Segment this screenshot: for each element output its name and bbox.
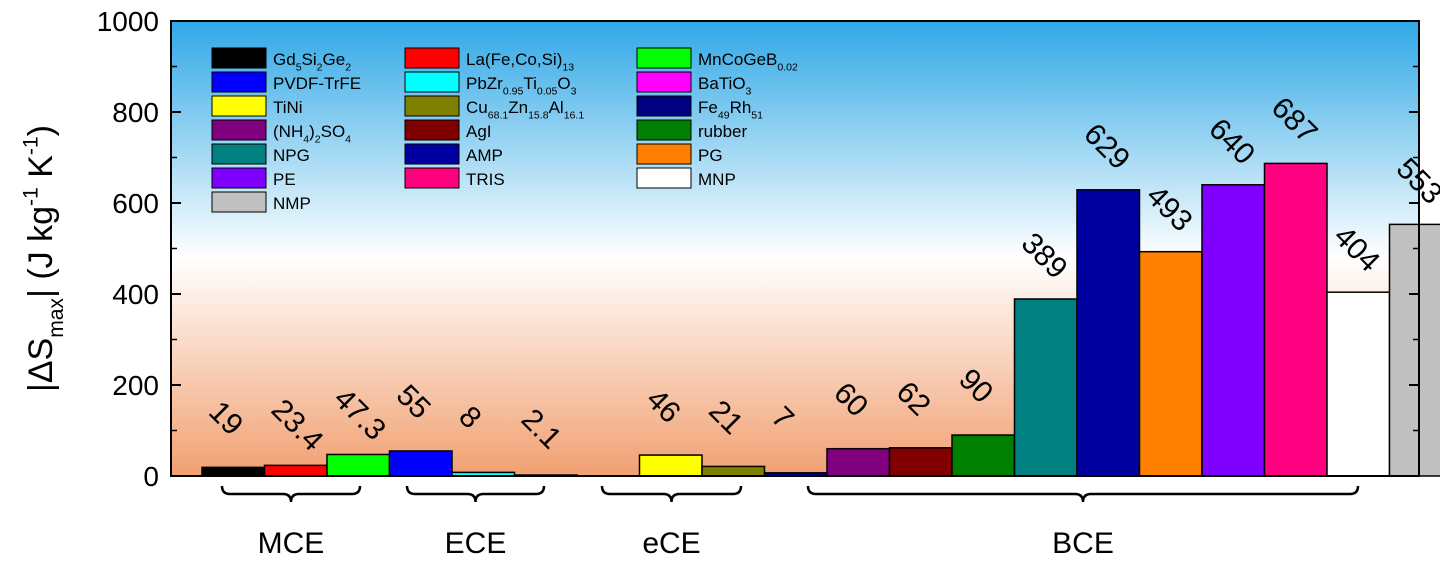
y-tick-label: 0 <box>143 461 159 492</box>
y-tick-label: 800 <box>112 97 159 128</box>
group-label-MCE: MCE <box>258 527 325 560</box>
bar-TiNi <box>638 454 703 477</box>
group-label-ECE: ECE <box>445 527 507 560</box>
bar-La(Fe,Co,Si)13 <box>263 464 328 477</box>
legend-swatch <box>211 167 267 189</box>
legend-swatch <box>404 143 460 165</box>
legend-swatch <box>636 143 692 165</box>
legend-swatch <box>404 95 460 117</box>
group-label-eCE: eCE <box>642 527 700 560</box>
legend-label: PVDF-TrFE <box>273 74 361 93</box>
legend-label: TRIS <box>466 170 505 189</box>
legend-label: Fe49Rh51 <box>698 98 763 121</box>
legend-swatch <box>211 191 267 213</box>
legend-label: NMP <box>273 194 311 213</box>
legend-swatch <box>636 167 692 189</box>
legend-swatch <box>211 71 267 93</box>
axes: 0 200 400 600 800 1000 <box>97 6 1420 492</box>
bar-TRIS <box>1263 162 1328 477</box>
y-tick-label: 1000 <box>97 6 159 37</box>
legend-swatch <box>404 47 460 69</box>
legend-label: Gd5Si2Ge2 <box>273 50 351 73</box>
bar-PE <box>1201 184 1266 477</box>
legend-label: MnCoGeB0.02 <box>698 50 798 73</box>
bar-AgI <box>888 447 953 477</box>
legend-swatch <box>211 95 267 117</box>
legend-label: BaTiO3 <box>698 74 752 97</box>
y-axis-title: |ΔSmax| (J kg-1 K-1) <box>20 125 68 392</box>
legend-swatch <box>636 95 692 117</box>
legend-label: PE <box>273 170 296 189</box>
legend-swatch <box>211 47 267 69</box>
bar-rubber <box>951 434 1016 477</box>
legend-label: La(Fe,Co,Si)13 <box>466 50 574 73</box>
legend-swatch <box>636 119 692 141</box>
legend-label: PG <box>698 146 723 165</box>
bar-NPG <box>1013 298 1078 477</box>
group-brackets: MCE ECE eCE BCE <box>220 485 1360 560</box>
bar-NMP <box>1388 223 1440 477</box>
group-label-BCE: BCE <box>1052 527 1114 560</box>
legend-swatch <box>211 119 267 141</box>
bars <box>201 162 1440 477</box>
group-bracket <box>220 485 362 503</box>
legend-swatch <box>404 167 460 189</box>
legend-swatch <box>636 71 692 93</box>
bar-MNP <box>1326 291 1391 477</box>
legend-swatch <box>404 119 460 141</box>
bar-PG <box>1138 250 1203 477</box>
y-axis-title-group: |ΔSmax| (J kg-1 K-1) <box>20 125 68 392</box>
legend-label: Cu68.1Zn15.8Al16.1 <box>466 98 584 121</box>
legend-label: rubber <box>698 122 747 141</box>
bar-PVDF-TrFE <box>388 450 453 477</box>
legend-label: (NH4)2SO4 <box>273 122 351 145</box>
legend-label: MNP <box>698 170 736 189</box>
legend-swatch <box>636 47 692 69</box>
legend-swatch <box>211 143 267 165</box>
bar-MnCoGeB0.02 <box>326 453 391 477</box>
group-bracket <box>600 485 743 503</box>
y-tick-label: 200 <box>112 370 159 401</box>
bar-Gd5Si2Ge2 <box>201 466 266 477</box>
group-bracket <box>405 485 546 503</box>
bar-AMP <box>1076 189 1141 477</box>
bar-Cu68.1Zn15.8Al16.1 <box>701 465 766 477</box>
legend-label: PbZr0.95Ti0.05O3 <box>466 74 577 97</box>
legend-label: AgI <box>466 122 492 141</box>
group-bracket <box>806 485 1360 503</box>
y-tick-label: 600 <box>112 188 159 219</box>
legend-label: NPG <box>273 146 310 165</box>
legend-swatch <box>404 71 460 93</box>
bar-(NH4)2SO4 <box>826 447 891 477</box>
y-tick-label: 400 <box>112 279 159 310</box>
legend-label: AMP <box>466 146 503 165</box>
legend-label: TiNi <box>273 98 303 117</box>
